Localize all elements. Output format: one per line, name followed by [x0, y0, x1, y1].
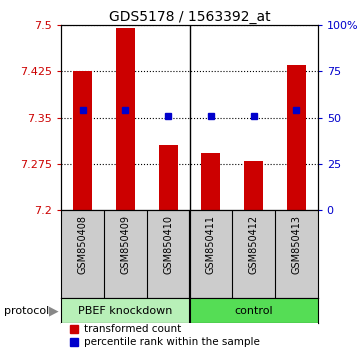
Text: GSM850409: GSM850409	[121, 215, 130, 274]
Text: control: control	[234, 306, 273, 316]
Text: ▶: ▶	[49, 304, 58, 317]
Text: GSM850413: GSM850413	[291, 215, 301, 274]
Title: GDS5178 / 1563392_at: GDS5178 / 1563392_at	[109, 10, 270, 24]
Bar	[287, 65, 306, 210]
Text: PBEF knockdown: PBEF knockdown	[78, 306, 173, 316]
Bar	[244, 161, 263, 210]
Bar	[158, 145, 178, 210]
Bar	[201, 153, 221, 210]
Text: GSM850411: GSM850411	[206, 215, 216, 274]
Text: GSM850410: GSM850410	[163, 215, 173, 274]
Text: protocol: protocol	[4, 306, 49, 316]
Text: percentile rank within the sample: percentile rank within the sample	[84, 337, 260, 347]
Text: transformed count: transformed count	[84, 324, 182, 333]
Text: GSM850408: GSM850408	[78, 215, 88, 274]
Bar	[73, 71, 92, 210]
Bar	[116, 28, 135, 210]
Text: GSM850412: GSM850412	[249, 215, 258, 274]
